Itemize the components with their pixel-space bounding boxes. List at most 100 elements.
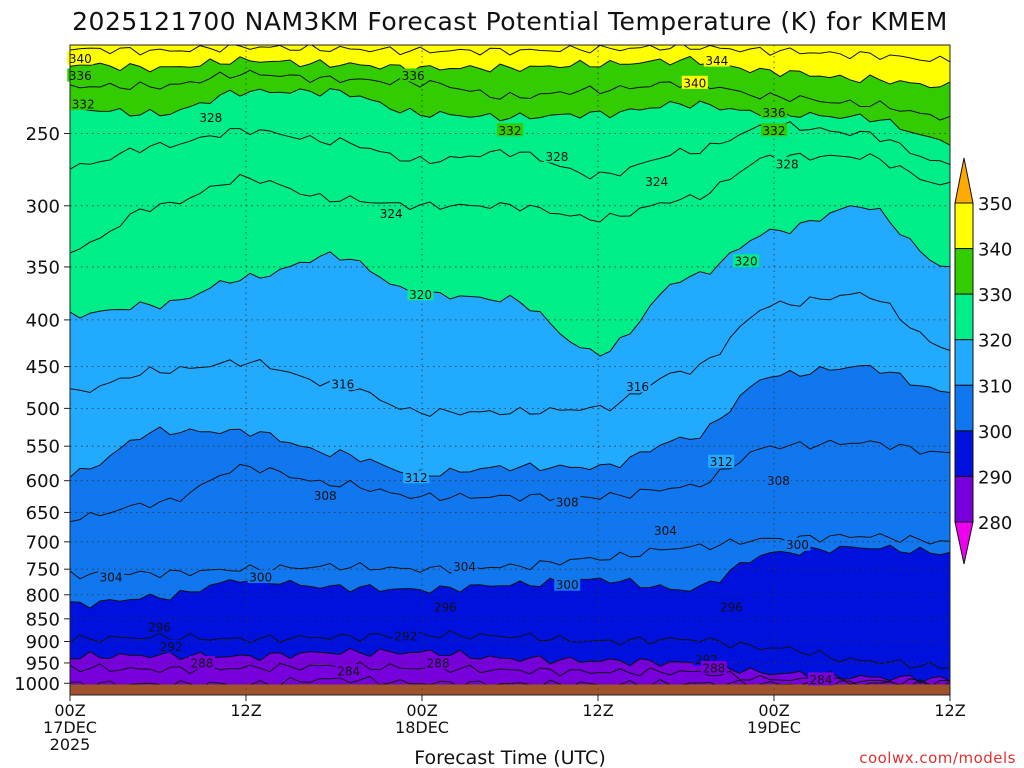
contour-324 — [70, 152, 950, 254]
contour-label-text: 312 — [710, 455, 733, 469]
plot-frame — [69, 44, 951, 696]
contour-label-text: 300 — [786, 538, 809, 552]
contour-label-text: 344 — [705, 54, 728, 68]
contour-312 — [70, 364, 950, 478]
contour-label-bg — [761, 105, 787, 119]
contour-label-text: 312 — [405, 471, 428, 485]
contour-label-text: 288 — [191, 656, 214, 670]
x-tick-label: 19DEC — [747, 718, 801, 737]
contour-label: 336 — [761, 105, 787, 120]
x-tick-label: 2025 — [50, 735, 91, 754]
contour-label-bg — [67, 68, 94, 82]
contour-label-text: 308 — [314, 489, 337, 503]
contour-label: 292 — [158, 639, 185, 654]
contour-label-bg — [718, 599, 745, 613]
contour-label: 332 — [761, 123, 787, 138]
contour-label-text: 320 — [409, 288, 432, 302]
x-tick-label: 12Z — [934, 701, 965, 720]
contour-label-bg — [784, 537, 811, 551]
contour-label-bg — [451, 559, 478, 573]
band-above-340 — [70, 45, 950, 88]
contour-320 — [70, 205, 950, 357]
y-tick-label: 900 — [26, 632, 60, 653]
contour-label: 320 — [407, 287, 434, 302]
contour-label: 328 — [197, 110, 224, 125]
contour-label-bg — [554, 577, 581, 591]
contour-label-bg — [761, 123, 787, 137]
contour-316 — [70, 291, 950, 417]
contour-label: 328 — [774, 157, 801, 172]
contour-label-bg — [425, 655, 452, 669]
contour-label-bg — [700, 660, 727, 674]
contour-label: 316 — [329, 376, 356, 391]
contour-label-bg — [312, 488, 339, 502]
colorbar-label: 350 — [978, 194, 1012, 215]
contour-label: 336 — [400, 68, 427, 83]
colorbar-label: 330 — [978, 285, 1012, 306]
contour-label-text: 316 — [331, 377, 354, 391]
contour-label: 324 — [643, 174, 670, 189]
contour-label-bg — [335, 664, 362, 678]
contour-label-bg — [70, 96, 97, 110]
contour-label: 292 — [392, 629, 419, 644]
contour-340 — [70, 55, 950, 89]
contour-288 — [70, 661, 950, 688]
x-axis-label: Forecast Time (UTC) — [414, 747, 605, 768]
contour-label: 300 — [784, 537, 811, 552]
contour-label-text: 336 — [402, 69, 425, 83]
contour-label: 304 — [451, 559, 478, 574]
contour-label-bg — [733, 254, 760, 268]
contour-292 — [70, 647, 950, 684]
contour-label-text: 296 — [148, 621, 171, 635]
credit-link[interactable]: coolwx.com/models — [859, 749, 1016, 767]
contour-label-bg — [807, 672, 834, 686]
ground-layer — [70, 684, 950, 695]
x-tick-label: 00Z — [758, 701, 789, 720]
contour-label-bg — [432, 599, 459, 613]
contour-lines — [70, 45, 950, 690]
contour-labels: 340 336 332 328 336 332 328 344 340 336 332 328 324 3… — [67, 51, 834, 687]
chart-title: 2025121700 NAM3KM Forecast Potential Tem… — [72, 7, 948, 36]
x-tick-label: 12Z — [230, 701, 261, 720]
y-tick-label: 500 — [26, 399, 60, 420]
y-tick-label: 700 — [26, 532, 60, 553]
contour-label-bg — [197, 110, 224, 124]
x-tick-label: 17DEC — [43, 718, 97, 737]
contour-label-bg — [98, 570, 125, 584]
x-tick-label: 18DEC — [395, 718, 449, 737]
contour-label-bg — [189, 655, 215, 669]
contour-328 — [70, 121, 950, 180]
contour-label-text: 284 — [809, 673, 832, 687]
y-tick-label: 850 — [26, 609, 60, 630]
contour-label: 320 — [733, 254, 760, 269]
x-tick-label: 00Z — [406, 701, 437, 720]
contour-label: 316 — [624, 379, 651, 394]
y-tick-label: 350 — [26, 257, 60, 278]
colorbar-band-280 — [954, 475, 974, 523]
contour-label: 324 — [378, 206, 405, 221]
contour-label-bg — [708, 454, 735, 468]
y-tick-label: 400 — [26, 310, 60, 331]
x-tick-label: 00Z — [54, 701, 85, 720]
contour-304 — [70, 533, 950, 580]
contour-label-bg — [407, 287, 434, 301]
y-tick-label: 250 — [26, 124, 60, 145]
contour-label: 308 — [554, 494, 581, 509]
contour-label-bg — [624, 379, 651, 393]
contour-label: 300 — [554, 577, 581, 592]
contour-308 — [70, 439, 950, 523]
contour-label: 288 — [700, 660, 727, 675]
contour-label: 308 — [312, 488, 339, 503]
y-tick-label: 600 — [26, 471, 60, 492]
contour-label-text: 332 — [763, 124, 786, 138]
contour-label-bg — [497, 123, 523, 137]
contour-label-bg — [554, 494, 581, 508]
contour-label-text: 328 — [776, 158, 799, 172]
contour-label-text: 296 — [434, 600, 457, 614]
colorbar-band-330 — [954, 248, 974, 295]
contour-label: 284 — [335, 664, 362, 679]
contour-label-text: 308 — [556, 495, 579, 509]
contour-label-text: 304 — [453, 560, 476, 574]
contour-label-bg — [543, 149, 570, 163]
